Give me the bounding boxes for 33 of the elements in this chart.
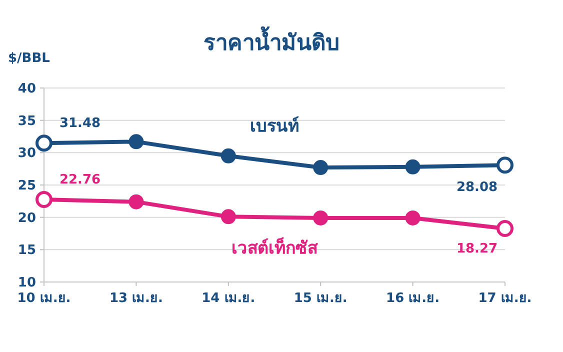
point: [220, 209, 236, 224]
chart-title: ราคาน้ำมันดิบ: [204, 26, 340, 56]
y-tick-label: 20: [18, 210, 36, 226]
series-label: เบรนท์: [250, 116, 299, 137]
point: [405, 159, 420, 174]
data-label: 18.27: [456, 242, 498, 257]
point: [313, 210, 328, 226]
point: [128, 134, 144, 150]
data-label: 28.08: [456, 180, 498, 196]
x-tick-label: 15 เม.ย.: [294, 291, 348, 306]
series-label: เวสต์เท็กซัส: [232, 235, 318, 258]
x-tick-label: 10 เม.ย.: [17, 291, 71, 306]
point: [36, 190, 52, 208]
y-tick-label: 15: [18, 243, 36, 258]
point: [496, 156, 514, 174]
y-tick-label: 40: [18, 82, 36, 97]
point: [313, 160, 328, 176]
x-tick-label: 16 เม.ย.: [386, 291, 440, 306]
x-tick-label: 14 เม.ย.: [202, 291, 256, 306]
point: [36, 134, 52, 152]
x-tick-label: 13 เม.ย.: [109, 291, 163, 306]
data-label: 31.48: [59, 116, 101, 132]
point: [405, 210, 420, 226]
y-tick-label: 35: [18, 114, 36, 129]
y-axis-title: $/BBL: [8, 51, 50, 66]
y-tick-label: 25: [18, 178, 36, 194]
data-label: 22.76: [59, 172, 101, 188]
point: [220, 148, 236, 164]
y-tick-label: 30: [18, 146, 36, 162]
point: [128, 194, 144, 210]
point: [496, 220, 514, 238]
y-tick-label: 10: [18, 276, 36, 291]
x-tick-label: 17 เม.ย.: [478, 291, 532, 306]
